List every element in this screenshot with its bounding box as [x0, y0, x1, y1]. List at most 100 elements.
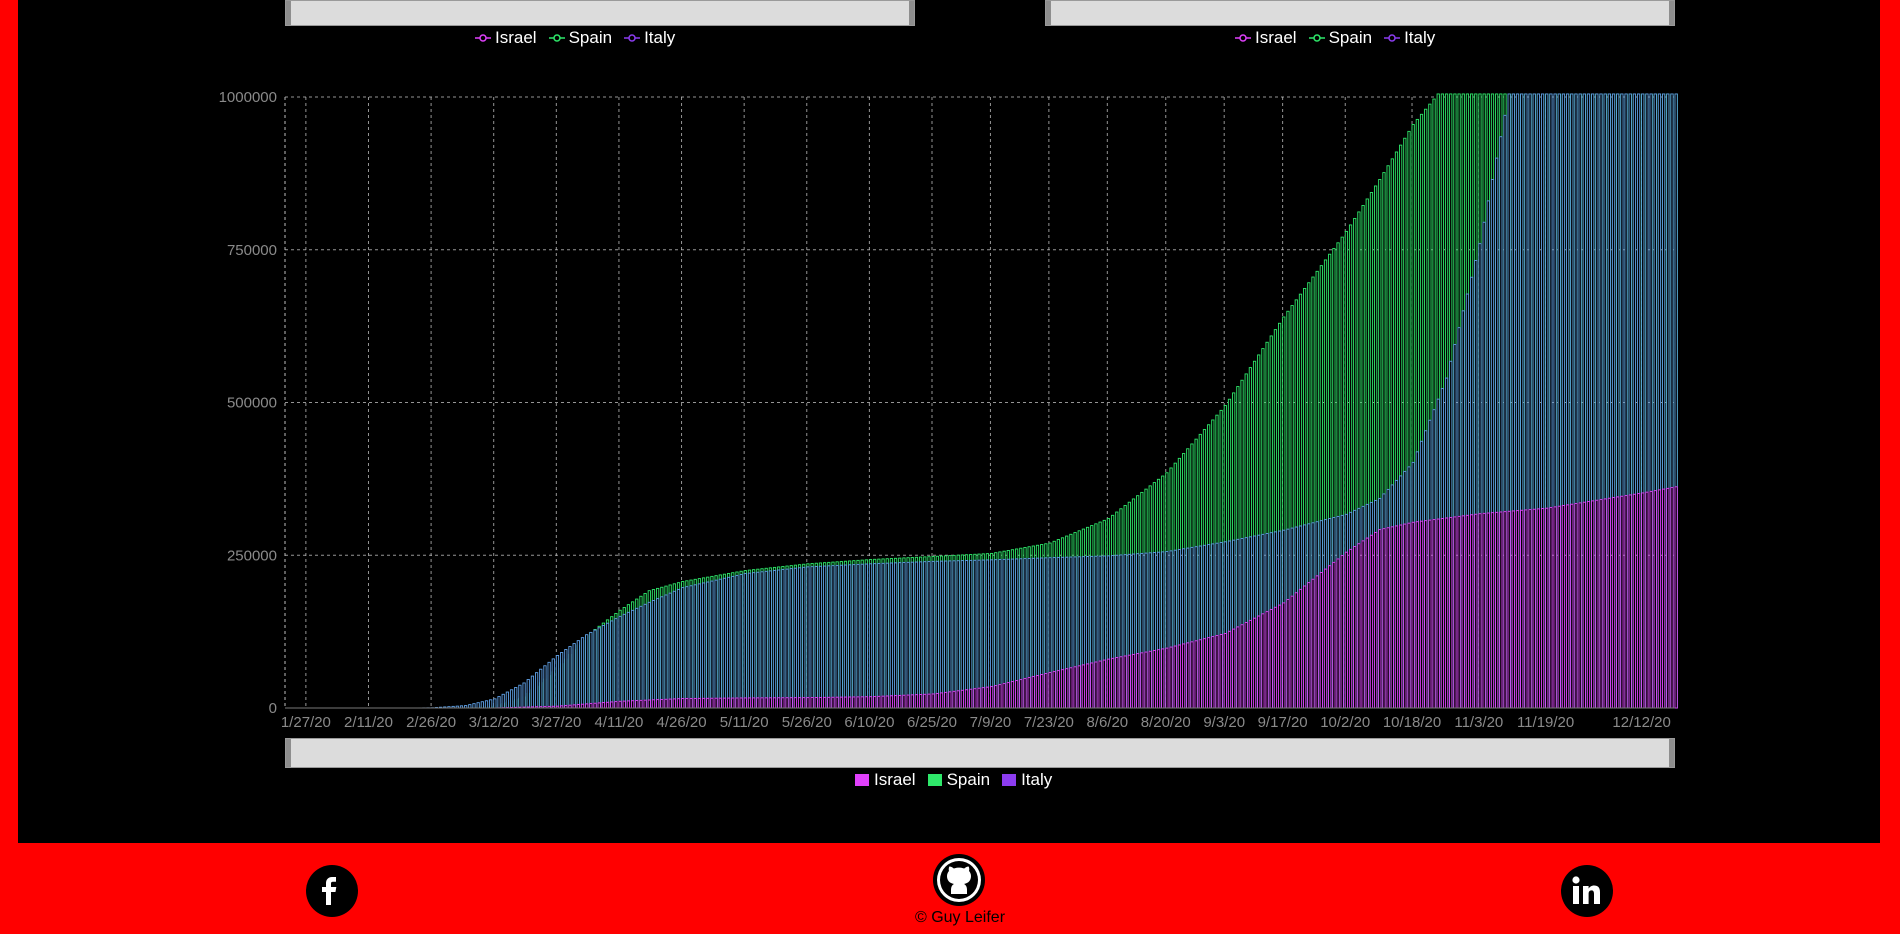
brush-handle-right[interactable] — [1669, 1, 1674, 25]
brush-handle-right[interactable] — [909, 1, 914, 25]
y-tick-label: 750000 — [227, 242, 277, 259]
bar-italy — [605, 622, 610, 709]
bar-israel — [1536, 508, 1540, 709]
bar-israel — [1394, 525, 1399, 709]
bar-israel — [585, 703, 589, 709]
bar-israel — [1586, 501, 1591, 709]
bar-israel — [1127, 654, 1131, 709]
legend-entry-italy[interactable]: Italy — [624, 28, 675, 48]
bar-italy — [856, 563, 860, 709]
brush-handle-left[interactable] — [286, 1, 291, 25]
bar-israel — [631, 700, 635, 709]
top-left-brush[interactable] — [285, 0, 915, 26]
bar-israel — [1419, 520, 1424, 709]
bar-italy — [714, 579, 718, 709]
top-left-legend: Israel Spain Italy — [475, 28, 675, 48]
bar-israel — [1461, 515, 1465, 709]
brush-handle-right[interactable] — [1669, 739, 1674, 767]
bar-israel — [1273, 606, 1278, 709]
bar-israel — [1365, 537, 1369, 709]
x-tick-label: 2/26/20 — [406, 714, 456, 731]
top-right-brush[interactable] — [1045, 0, 1675, 26]
legend-label: Israel — [1255, 28, 1297, 47]
bar-israel — [752, 697, 756, 709]
bar-israel — [1202, 638, 1207, 709]
bar-israel — [1674, 486, 1678, 709]
bar-israel — [1261, 613, 1265, 709]
bar-israel — [973, 688, 977, 709]
brush-handle-left[interactable] — [286, 739, 291, 767]
bar-israel — [1290, 595, 1294, 709]
legend-entry-spain[interactable]: Spain — [1308, 28, 1372, 48]
bar-italy — [919, 561, 923, 709]
top-right-legend: Israel Spain Italy — [1235, 28, 1435, 48]
legend-entry-israel[interactable]: Israel — [475, 28, 537, 48]
bar-italy — [731, 575, 735, 709]
bar-israel — [1286, 599, 1290, 709]
bottom-brush[interactable] — [285, 738, 1675, 768]
bar-israel — [1607, 497, 1611, 709]
bar-israel — [935, 692, 939, 709]
bar-israel — [1136, 653, 1140, 709]
bar-israel — [1240, 624, 1244, 709]
bar-israel — [948, 691, 952, 709]
bar-israel — [685, 698, 689, 709]
legend-label: Italy — [1404, 28, 1436, 47]
bar-israel — [1486, 512, 1490, 709]
bar-israel — [1357, 543, 1361, 709]
bar-italy — [572, 643, 576, 709]
bar-israel — [1332, 561, 1336, 709]
bar-israel — [747, 697, 752, 709]
x-tick-label: 4/26/20 — [657, 714, 707, 731]
linkedin-link[interactable] — [1561, 865, 1613, 917]
bar-israel — [647, 699, 651, 709]
bar-israel — [956, 690, 960, 709]
bar-israel — [881, 695, 885, 709]
x-tick-label: 12/12/20 — [1612, 714, 1670, 731]
legend-label: Spain — [568, 28, 613, 47]
bar-israel — [860, 696, 864, 709]
bar-israel — [797, 697, 802, 709]
bar-israel — [919, 694, 923, 709]
bar-israel — [843, 696, 848, 709]
bar-israel — [1353, 546, 1357, 709]
x-tick-label: 9/17/20 — [1258, 714, 1308, 731]
bar-italy — [743, 573, 747, 709]
bar-israel — [814, 697, 818, 709]
bar-israel — [1123, 655, 1127, 709]
legend-entry-israel[interactable]: Israel — [1235, 28, 1297, 48]
bar-israel — [731, 697, 735, 709]
bar-israel — [1269, 609, 1273, 709]
legend-entry-italy[interactable]: Italy — [1384, 28, 1435, 48]
bar-italy — [664, 594, 668, 709]
legend-entry-spain[interactable]: Spain — [927, 770, 990, 790]
bar-italy — [505, 691, 509, 709]
bar-israel — [589, 703, 593, 709]
bar-israel — [893, 695, 898, 709]
bar-israel — [1277, 604, 1282, 709]
bar-israel — [1428, 519, 1432, 709]
bar-israel — [1131, 653, 1136, 709]
y-tick-label: 1000000 — [219, 89, 277, 106]
bar-israel — [664, 698, 668, 709]
bar-israel — [660, 699, 664, 709]
bar-israel — [1603, 498, 1607, 709]
bar-israel — [1315, 575, 1319, 709]
facebook-link[interactable] — [306, 865, 358, 917]
bar-israel — [1336, 558, 1340, 709]
bar-israel — [985, 686, 990, 709]
bar-italy — [614, 618, 618, 709]
bar-israel — [885, 695, 889, 709]
bar-israel — [1023, 678, 1027, 709]
bar-israel — [960, 689, 964, 709]
legend-entry-israel[interactable]: Israel — [855, 770, 916, 790]
bar-israel — [1570, 503, 1574, 709]
bar-israel — [618, 700, 622, 709]
brush-handle-left[interactable] — [1046, 1, 1051, 25]
bar-israel — [1520, 509, 1524, 709]
bar-israel — [1340, 555, 1344, 709]
legend-entry-italy[interactable]: Italy — [1002, 770, 1052, 790]
legend-entry-spain[interactable]: Spain — [548, 28, 613, 48]
github-link[interactable] — [933, 854, 985, 906]
bar-italy — [672, 590, 676, 709]
